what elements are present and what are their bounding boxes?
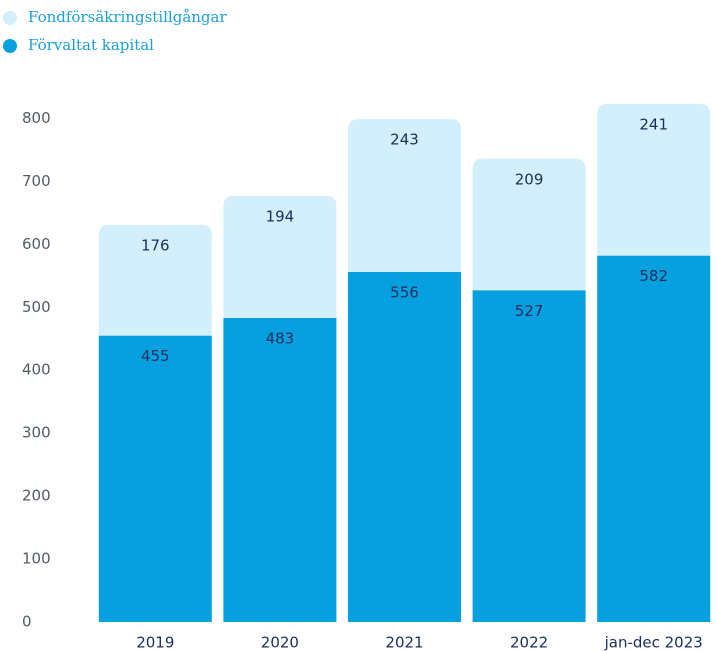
bar-segment [472,158,586,291]
bar-segment [223,317,337,622]
bar-segment [348,119,461,273]
legend-swatch [3,39,17,53]
value-label: 241 [639,115,668,133]
y-tick-label: 400 [22,361,51,379]
bar-segment [223,195,337,318]
legend-label: Fondförsäkringstillgångar [28,8,227,26]
legend-label: Förvaltat kapital [28,36,154,54]
y-tick-label: 600 [22,235,51,253]
bar-segment [472,290,586,622]
x-tick-label: 2019 [136,634,174,651]
value-label: 483 [266,329,295,347]
legend-swatch [3,11,17,25]
x-tick-label: jan-dec 2023 [604,634,703,651]
value-label: 455 [141,347,170,365]
bar-segment [98,335,212,622]
y-tick-label: 500 [22,298,51,316]
bar-segment [98,224,212,336]
x-tick-label: 2022 [510,634,548,651]
value-label: 556 [390,284,419,302]
value-label: 243 [390,131,419,149]
value-label: 209 [515,170,544,188]
y-tick-label: 300 [22,424,51,442]
y-tick-label: 700 [22,172,51,190]
y-tick-label: 0 [22,613,32,631]
bar-segment [597,255,711,622]
x-tick-label: 2021 [385,634,423,651]
y-tick-label: 800 [22,109,51,127]
value-label: 527 [515,302,544,320]
y-tick-label: 100 [22,550,51,568]
y-tick-label: 200 [22,487,51,505]
x-tick-label: 2020 [261,634,299,651]
value-label: 194 [266,207,295,225]
bar-segment [597,103,711,256]
value-label: 176 [141,236,170,254]
value-label: 582 [639,267,668,285]
bar-segment [348,272,461,622]
